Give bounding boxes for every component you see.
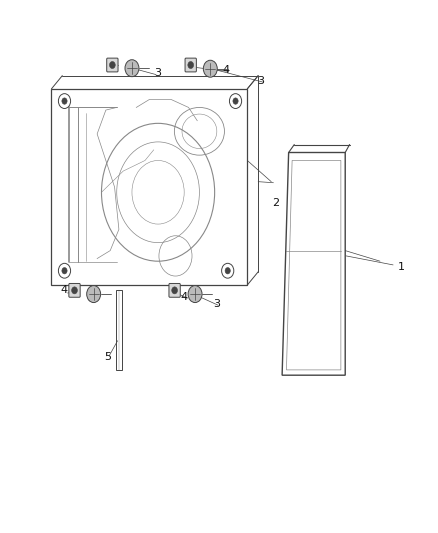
Circle shape	[225, 268, 230, 274]
FancyBboxPatch shape	[169, 284, 180, 297]
Circle shape	[188, 61, 194, 69]
Circle shape	[62, 268, 67, 274]
Circle shape	[125, 60, 139, 77]
Text: 4: 4	[61, 285, 68, 295]
Text: 5: 5	[105, 352, 112, 361]
FancyBboxPatch shape	[107, 58, 118, 72]
Circle shape	[188, 286, 202, 303]
Circle shape	[233, 98, 238, 104]
Text: 4: 4	[111, 60, 118, 70]
Circle shape	[203, 60, 217, 77]
Bar	[116, 290, 121, 370]
Circle shape	[87, 286, 101, 303]
Circle shape	[62, 98, 67, 104]
Text: 1: 1	[398, 262, 405, 271]
Text: 2: 2	[272, 198, 279, 208]
Text: 4: 4	[222, 66, 229, 75]
Circle shape	[110, 61, 115, 69]
FancyBboxPatch shape	[185, 58, 196, 72]
FancyBboxPatch shape	[69, 284, 80, 297]
Text: 4: 4	[180, 292, 188, 302]
Circle shape	[72, 287, 78, 294]
Text: 3: 3	[87, 293, 94, 303]
Text: 3: 3	[257, 76, 264, 86]
Text: 3: 3	[155, 68, 162, 78]
Circle shape	[172, 287, 177, 294]
Text: 3: 3	[213, 298, 220, 309]
